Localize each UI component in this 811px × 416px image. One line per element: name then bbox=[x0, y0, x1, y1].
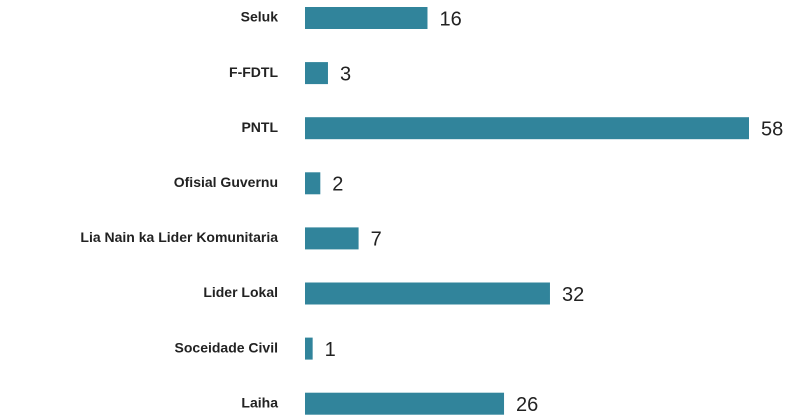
category-label: Laiha bbox=[241, 394, 278, 410]
category-label: PNTL bbox=[241, 119, 278, 135]
value-label: 26 bbox=[516, 394, 538, 416]
category-label: Seluk bbox=[241, 9, 279, 25]
bar bbox=[305, 227, 359, 250]
value-label: 2 bbox=[332, 174, 343, 196]
value-label: 16 bbox=[439, 8, 461, 30]
bar bbox=[305, 62, 328, 85]
category-label: Lia Nain ka Lider Komunitaria bbox=[80, 229, 278, 245]
bar bbox=[305, 172, 321, 195]
bar bbox=[305, 7, 428, 29]
value-label: 1 bbox=[325, 339, 336, 361]
bar bbox=[305, 392, 505, 415]
value-label: 32 bbox=[562, 284, 584, 306]
bar bbox=[305, 117, 749, 140]
value-label: 58 bbox=[761, 118, 783, 140]
category-label: F-FDTL bbox=[229, 64, 278, 80]
bar bbox=[305, 282, 550, 305]
bar bbox=[305, 337, 313, 360]
value-label: 7 bbox=[371, 229, 382, 251]
value-label: 3 bbox=[340, 63, 351, 85]
category-label: Soceidade Civil bbox=[175, 339, 278, 355]
category-label: Lider Lokal bbox=[203, 284, 278, 300]
category-label: Ofisial Guvernu bbox=[174, 174, 278, 190]
